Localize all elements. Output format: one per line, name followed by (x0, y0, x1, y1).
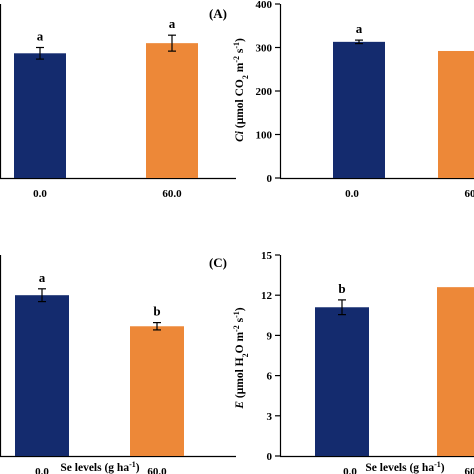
y-axis-title: E (μmol H2O m-2 s-1) (232, 307, 250, 409)
y-tick-label: 100 (256, 130, 273, 142)
chart-panel-top-left: a a 0.0 60.0 (0, 4, 236, 200)
y-tick-label: 12 (261, 290, 273, 302)
y-tick-label: 9 (267, 330, 273, 342)
significance-letter: b (153, 304, 160, 319)
significance-letter: a (39, 270, 46, 285)
y-tick-label: 200 (256, 86, 273, 98)
bar-0.0 (333, 41, 385, 178)
y-tick-label: 3 (267, 411, 273, 423)
bar-60.0 (146, 43, 198, 179)
x-axis-title: Se levels (g ha-1) (365, 460, 444, 474)
y-tick-label: 0 (267, 451, 273, 463)
bar-60 (438, 50, 474, 179)
x-axis-title: Se levels (g ha-1) (60, 460, 139, 474)
y-tick-label: 6 (267, 371, 273, 383)
bar-60 (437, 287, 474, 456)
chart-panel-bottom-right: 0 3 6 9 12 15 b 0.0 60 (C) E (μmol H2O m-2 s-1) Se … (209, 250, 474, 474)
bar-60.0 (130, 326, 184, 456)
y-axis-title: Ci (μmol CO2 m-2 s-1) (232, 38, 250, 142)
significance-letter: a (169, 16, 176, 31)
chart-panel-top-right: 0 100 200 300 400 a 0.0 60 (A) Ci (μmol CO2 m-2 s… (209, 0, 474, 200)
x-tick-label: 0.0 (35, 466, 49, 474)
significance-letter: b (338, 281, 345, 296)
significance-letter: a (356, 21, 363, 36)
panel-label: (C) (209, 255, 227, 270)
y-tick-label: 0 (267, 173, 273, 185)
bar-0.0 (14, 53, 66, 178)
bar-0.0 (15, 295, 69, 456)
x-tick-label: 0.0 (343, 466, 357, 474)
y-tick-label: 400 (256, 0, 273, 11)
x-tick-label: 60.0 (147, 466, 167, 474)
x-tick-label: 0.0 (345, 188, 359, 200)
panel-label: (A) (209, 6, 227, 21)
x-tick-label: 0.0 (33, 188, 47, 200)
bar-0.0 (315, 307, 369, 456)
x-tick-label: 60 (465, 466, 474, 474)
x-tick-label: 60 (465, 188, 474, 200)
y-tick-label: 15 (261, 250, 273, 262)
x-tick-label: 60.0 (162, 188, 182, 200)
significance-letter: a (37, 29, 44, 44)
chart-panel-bottom-left: a b 0.0 60.0 Se levels (g ha-1) (0, 255, 236, 474)
y-tick-label: 300 (256, 43, 273, 55)
